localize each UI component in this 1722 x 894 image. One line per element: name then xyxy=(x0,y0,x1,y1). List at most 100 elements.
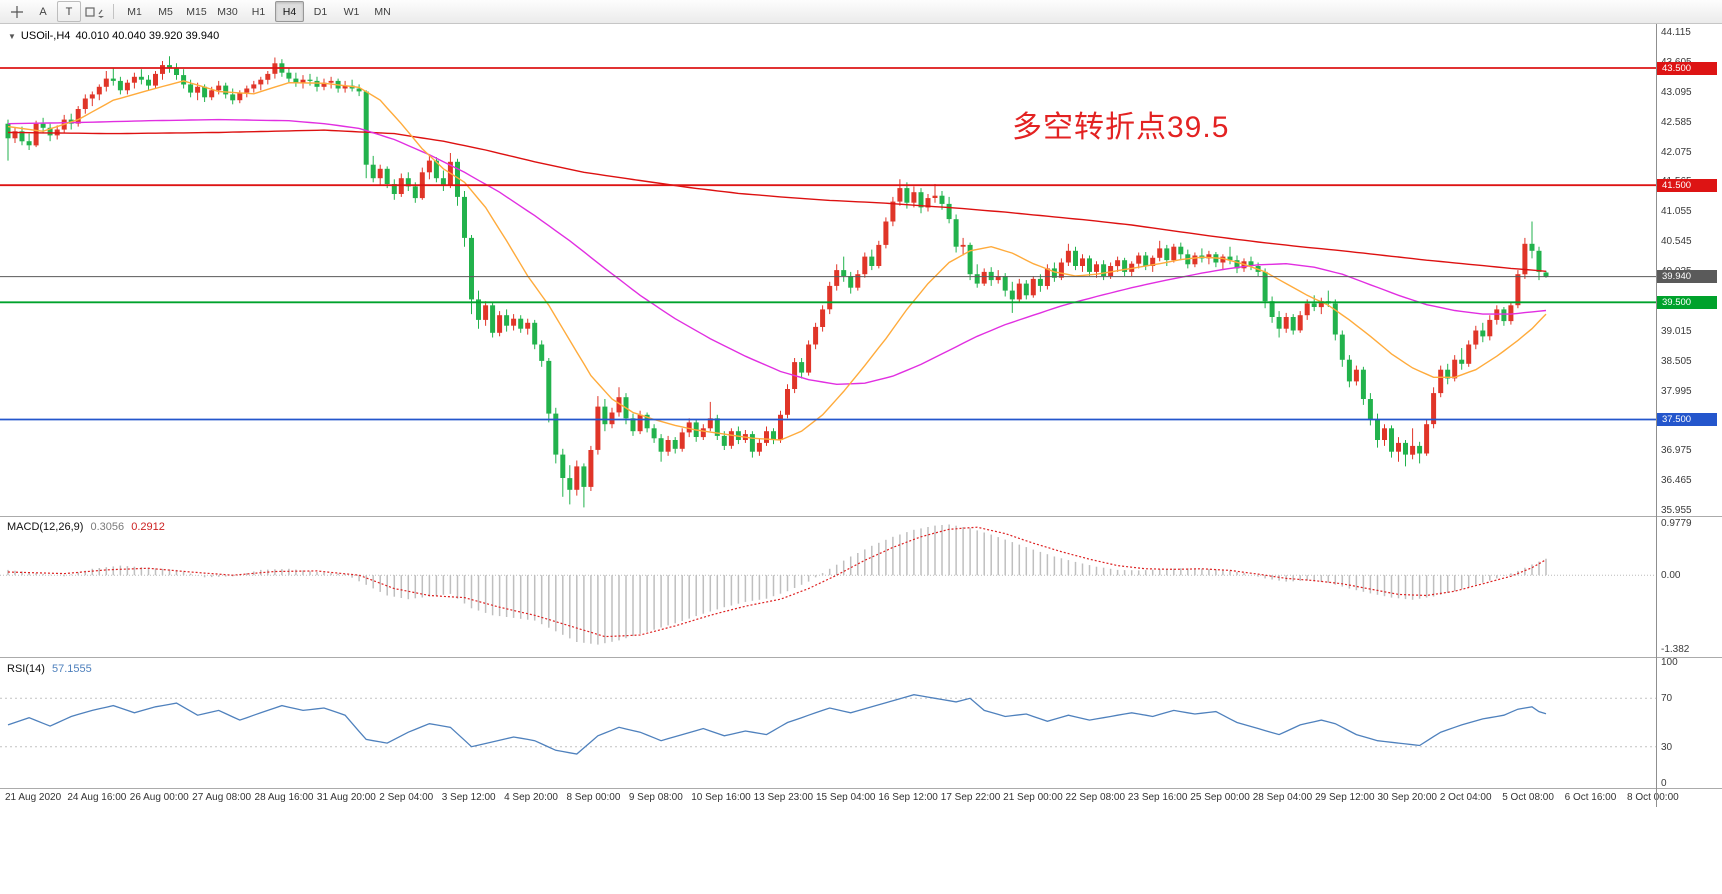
macd-main-value: 0.3056 xyxy=(90,521,125,533)
time-axis-label: 29 Sep 12:00 xyxy=(1315,792,1375,803)
rsi-label: RSI(14) 57.1555 xyxy=(7,663,92,675)
ma-mid-line xyxy=(7,118,1547,386)
time-axis-label: 22 Sep 08:00 xyxy=(1065,792,1126,803)
text-tool-button[interactable]: T xyxy=(57,1,81,22)
panel-divider[interactable] xyxy=(0,788,1722,789)
ma-slow-line xyxy=(8,129,1547,272)
price-tick-label: 39.015 xyxy=(1661,325,1692,337)
time-axis-label: 30 Sep 20:00 xyxy=(1377,792,1437,803)
rsi-panel[interactable] xyxy=(0,658,1656,788)
time-axis-label: 28 Sep 04:00 xyxy=(1252,792,1313,803)
toolbar: A T M1 M5 M15 M30 H1 H4 D1 W1 MN xyxy=(0,0,1722,24)
time-axis-label: 21 Aug 2020 xyxy=(5,792,62,803)
price-tag-37.500: 37.500 xyxy=(1657,412,1717,426)
price-tick-label: 42.075 xyxy=(1661,146,1692,158)
crosshair-icon xyxy=(10,5,24,19)
main-chart-panel[interactable] xyxy=(0,24,1656,516)
time-axis-label: 9 Sep 08:00 xyxy=(628,792,683,803)
macd-tick-label: -1.382 xyxy=(1661,644,1690,655)
candlestick-chart[interactable] xyxy=(0,24,1656,516)
price-axis-border xyxy=(1656,24,1657,807)
panel-divider[interactable] xyxy=(0,657,1722,658)
chart-title: ▼ USOil-,H4 40.010 40.040 39.920 39.940 xyxy=(8,30,219,42)
timeframe-button-d1[interactable]: D1 xyxy=(313,5,328,18)
rsi-line xyxy=(7,694,1547,755)
macd-panel[interactable] xyxy=(0,517,1656,657)
price-tag-39.500: 39.500 xyxy=(1657,295,1717,309)
time-axis-label: 2 Oct 04:00 xyxy=(1439,792,1492,803)
timeframe-button-h1[interactable]: H1 xyxy=(251,5,266,18)
time-axis-label: 26 Aug 00:00 xyxy=(129,792,189,803)
price-tick-label: 40.545 xyxy=(1661,236,1692,248)
rsi-tick-label: 0 xyxy=(1661,778,1667,789)
time-axis-label: 23 Sep 16:00 xyxy=(1127,792,1188,803)
candles-layer xyxy=(5,56,1549,508)
macd-signal-line xyxy=(7,526,1547,638)
time-axis-label: 31 Aug 20:00 xyxy=(316,792,376,803)
macd-chart[interactable] xyxy=(0,517,1656,657)
timeframe-button-h4[interactable]: H4 xyxy=(275,1,304,22)
time-axis-label: 5 Oct 08:00 xyxy=(1502,792,1554,803)
collapse-triangle-icon[interactable]: ▼ xyxy=(8,31,16,41)
time-axis-label: 2 Sep 04:00 xyxy=(379,792,434,803)
time-axis-label: 3 Sep 12:00 xyxy=(441,792,496,803)
time-axis-label: 24 Aug 16:00 xyxy=(67,792,127,803)
price-tick-label: 38.505 xyxy=(1661,355,1692,367)
price-tick-label: 37.995 xyxy=(1661,385,1692,397)
symbol-period-label: USOil-,H4 xyxy=(20,30,71,42)
ma-fast-line xyxy=(7,80,1547,441)
time-axis-label: 16 Sep 12:00 xyxy=(878,792,938,803)
price-tick-label: 35.955 xyxy=(1661,505,1692,516)
rsi-name: RSI(14) xyxy=(7,663,45,675)
rsi-tick-label: 100 xyxy=(1661,657,1678,668)
chevron-down-icon xyxy=(98,15,104,18)
macd-label: MACD(12,26,9) 0.3056 0.2912 xyxy=(7,521,165,533)
timeframe-button-m1[interactable]: M1 xyxy=(127,5,142,18)
macd-tick-label: 0.9779 xyxy=(1661,518,1692,529)
price-tick-label: 43.095 xyxy=(1661,86,1692,98)
time-axis-label: 8 Oct 00:00 xyxy=(1627,792,1679,803)
rsi-tick-label: 30 xyxy=(1661,741,1673,753)
price-tag-43.500: 43.500 xyxy=(1657,61,1717,75)
chart-annotation-text: 多空转折点39.5 xyxy=(1012,111,1230,144)
ohlc-values: 40.010 40.040 39.920 39.940 xyxy=(75,30,220,42)
rsi-tick-label: 70 xyxy=(1661,693,1673,705)
time-axis-label: 8 Sep 00:00 xyxy=(566,792,621,803)
time-axis-label: 28 Aug 16:00 xyxy=(254,792,314,803)
timeframe-button-m5[interactable]: M5 xyxy=(158,5,173,18)
time-axis-label: 27 Aug 08:00 xyxy=(192,792,252,803)
price-tick-label: 36.975 xyxy=(1661,445,1692,457)
macd-name: MACD(12,26,9) xyxy=(7,521,84,533)
shapes-tool-button[interactable] xyxy=(83,1,107,22)
timeframe-button-w1[interactable]: W1 xyxy=(343,5,360,18)
price-tick-label: 36.465 xyxy=(1661,475,1692,487)
time-axis-label: 21 Sep 00:00 xyxy=(1003,792,1063,803)
text-label-tool-button[interactable]: A xyxy=(39,5,47,18)
timeframe-group: M1 M5 M15 M30 H1 H4 D1 W1 MN xyxy=(119,1,398,22)
rsi-chart[interactable] xyxy=(0,658,1656,788)
price-tick-label: 41.055 xyxy=(1661,206,1692,218)
time-axis-label: 10 Sep 16:00 xyxy=(691,792,751,803)
crosshair-tool-button[interactable] xyxy=(5,1,29,22)
timeframe-button-m30[interactable]: M30 xyxy=(217,5,238,18)
timeframe-button-mn[interactable]: MN xyxy=(374,5,391,18)
time-axis-label: 13 Sep 23:00 xyxy=(753,792,814,803)
time-axis[interactable]: 21 Aug 2020 24 Aug 16:00 26 Aug 00:00 27 Au… xyxy=(0,790,1722,808)
macd-tick-label: 0.00 xyxy=(1661,570,1681,582)
time-axis-label: 6 Oct 16:00 xyxy=(1564,792,1617,803)
panel-divider[interactable] xyxy=(0,516,1722,517)
rsi-value: 57.1555 xyxy=(51,663,92,675)
time-axis-label: 17 Sep 22:00 xyxy=(940,792,1001,803)
price-tick-label: 42.585 xyxy=(1661,116,1692,128)
time-axis-label: 15 Sep 04:00 xyxy=(816,792,876,803)
toolbar-separator xyxy=(113,4,114,19)
price-tag-39.940: 39.940 xyxy=(1657,270,1717,284)
time-axis-label: 25 Sep 00:00 xyxy=(1190,792,1250,803)
price-tick-label: 44.115 xyxy=(1661,27,1691,38)
timeframe-button-m15[interactable]: M15 xyxy=(186,5,207,18)
shapes-icon xyxy=(85,5,105,19)
macd-histogram xyxy=(7,524,1547,645)
price-tag-41.500: 41.500 xyxy=(1657,178,1717,192)
macd-signal-value: 0.2912 xyxy=(131,521,165,533)
